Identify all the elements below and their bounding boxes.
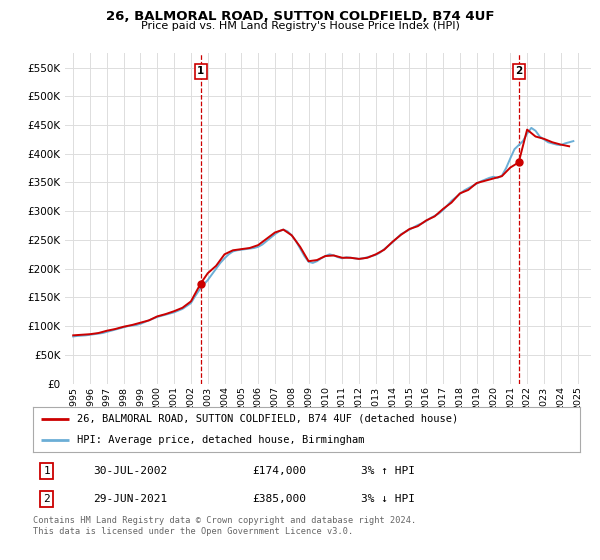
- Text: Price paid vs. HM Land Registry's House Price Index (HPI): Price paid vs. HM Land Registry's House …: [140, 21, 460, 31]
- Text: 29-JUN-2021: 29-JUN-2021: [93, 494, 167, 504]
- Text: 26, BALMORAL ROAD, SUTTON COLDFIELD, B74 4UF: 26, BALMORAL ROAD, SUTTON COLDFIELD, B74…: [106, 10, 494, 23]
- Text: 2: 2: [515, 67, 523, 76]
- Text: 26, BALMORAL ROAD, SUTTON COLDFIELD, B74 4UF (detached house): 26, BALMORAL ROAD, SUTTON COLDFIELD, B74…: [77, 414, 458, 424]
- Text: 1: 1: [43, 466, 50, 475]
- Text: 30-JUL-2002: 30-JUL-2002: [93, 466, 167, 475]
- Text: HPI: Average price, detached house, Birmingham: HPI: Average price, detached house, Birm…: [77, 435, 364, 445]
- Text: 3% ↑ HPI: 3% ↑ HPI: [361, 466, 415, 475]
- Text: £385,000: £385,000: [252, 494, 306, 504]
- Text: 1: 1: [197, 67, 204, 76]
- Text: 2: 2: [43, 494, 50, 504]
- Text: 3% ↓ HPI: 3% ↓ HPI: [361, 494, 415, 504]
- Text: Contains HM Land Registry data © Crown copyright and database right 2024.
This d: Contains HM Land Registry data © Crown c…: [33, 516, 416, 536]
- Text: £174,000: £174,000: [252, 466, 306, 475]
